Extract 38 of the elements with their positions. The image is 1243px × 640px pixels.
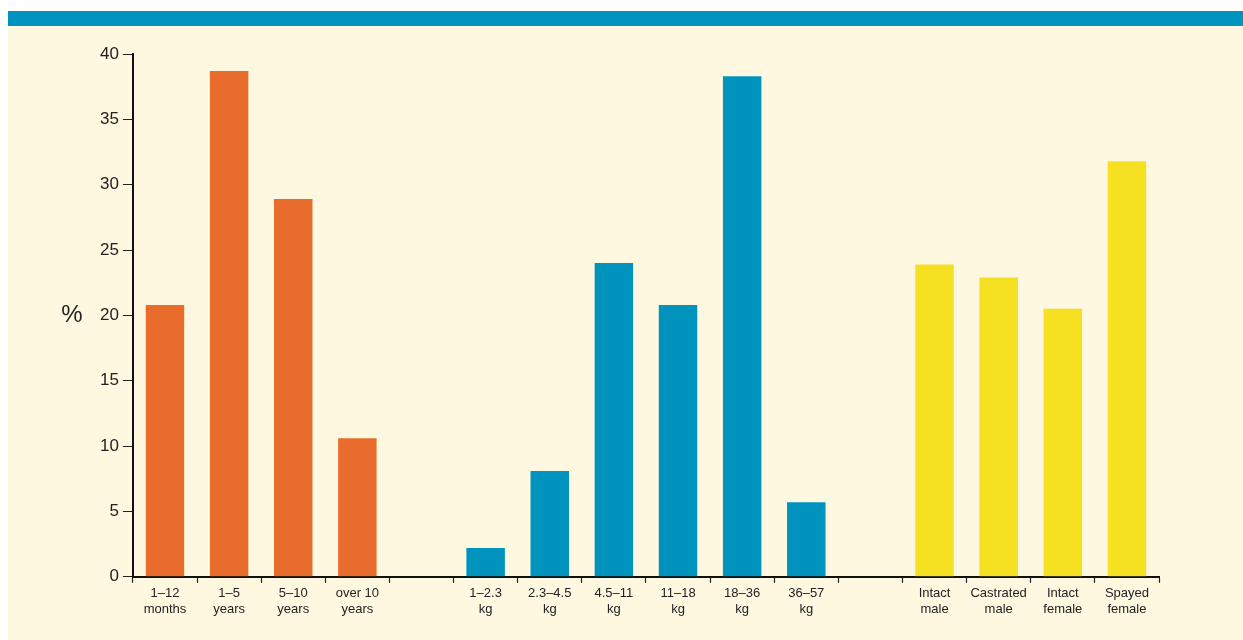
bar	[209, 70, 249, 577]
bar	[530, 470, 569, 577]
bar	[979, 277, 1018, 577]
bar	[787, 502, 826, 577]
x-tick-label: 1–12 months	[143, 585, 187, 616]
x-tick-label: 11–18 kg	[660, 585, 696, 616]
bar	[915, 264, 954, 577]
y-tick-label: 40	[99, 43, 119, 63]
y-tick-label: 5	[109, 501, 119, 521]
y-tick-label: 15	[99, 370, 119, 390]
y-axis-title: %	[61, 300, 83, 328]
x-tick-label: 5–10 years	[277, 585, 310, 616]
x-tick-label: 36–57 kg	[788, 585, 825, 616]
x-tick-label: 18–36 kg	[724, 585, 761, 616]
y-tick-label: 10	[99, 435, 119, 455]
bar	[274, 199, 313, 577]
bar	[658, 304, 698, 577]
bar	[466, 548, 505, 577]
x-tick-label: 1–2.3 kg	[469, 585, 502, 616]
x-tick-label: 2.3–4.5 kg	[528, 585, 572, 616]
x-tick-label: Intact female	[1043, 585, 1083, 616]
bar	[1043, 308, 1083, 577]
x-tick-label: Spayed female	[1104, 585, 1149, 616]
y-tick-label: 30	[99, 174, 119, 194]
x-tick-label: Castrated male	[970, 585, 1027, 616]
y-tick-label: 35	[99, 109, 119, 129]
y-tick-label: 25	[99, 239, 119, 259]
y-tick-label: 0	[109, 566, 119, 586]
bar	[338, 438, 377, 577]
x-tick-label: 4.5–11 kg	[594, 585, 634, 616]
x-tick-label: 1–5 years	[213, 585, 246, 616]
bar	[145, 304, 185, 577]
bar	[722, 76, 762, 577]
x-tick-label: Intact male	[918, 585, 951, 616]
y-tick-label: 20	[99, 305, 119, 325]
bar	[1107, 161, 1147, 577]
x-tick-label: over 10 years	[335, 585, 380, 616]
bar	[594, 263, 634, 577]
